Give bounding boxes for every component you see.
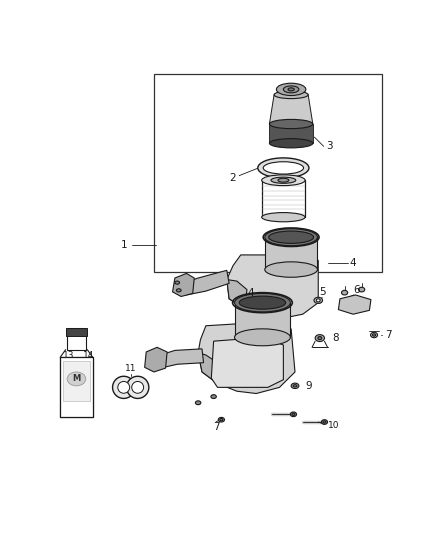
Text: 13: 13 — [63, 351, 74, 360]
Bar — [63, 361, 90, 401]
Text: 5: 5 — [319, 287, 325, 297]
Text: M: M — [72, 374, 81, 383]
Ellipse shape — [290, 412, 297, 417]
Polygon shape — [198, 322, 295, 393]
Polygon shape — [155, 349, 204, 369]
Ellipse shape — [288, 88, 294, 91]
Ellipse shape — [263, 161, 304, 174]
Ellipse shape — [283, 86, 299, 93]
Ellipse shape — [177, 289, 181, 292]
Ellipse shape — [175, 281, 180, 284]
Ellipse shape — [342, 290, 348, 295]
Text: 1: 1 — [121, 240, 128, 250]
Text: 7: 7 — [212, 422, 219, 432]
Ellipse shape — [113, 376, 135, 399]
Polygon shape — [339, 295, 371, 314]
Ellipse shape — [276, 83, 306, 95]
Ellipse shape — [265, 262, 318, 277]
Ellipse shape — [359, 287, 365, 292]
Text: 10: 10 — [328, 422, 339, 430]
Polygon shape — [145, 348, 167, 372]
Ellipse shape — [315, 335, 325, 342]
Ellipse shape — [261, 213, 305, 222]
Text: 9: 9 — [306, 381, 312, 391]
Ellipse shape — [261, 175, 305, 185]
Ellipse shape — [321, 419, 328, 424]
Text: 2: 2 — [230, 173, 237, 183]
Ellipse shape — [235, 294, 290, 312]
Text: 8: 8 — [332, 333, 339, 343]
Ellipse shape — [195, 401, 201, 405]
Ellipse shape — [371, 332, 378, 338]
Ellipse shape — [218, 417, 224, 422]
Polygon shape — [60, 357, 93, 417]
Text: 6: 6 — [354, 285, 360, 295]
Polygon shape — [211, 337, 283, 387]
Ellipse shape — [293, 385, 297, 387]
Text: 4: 4 — [350, 257, 357, 268]
Polygon shape — [60, 390, 93, 417]
Ellipse shape — [316, 299, 320, 302]
Ellipse shape — [291, 383, 299, 389]
Polygon shape — [173, 273, 194, 296]
Polygon shape — [60, 357, 93, 390]
Ellipse shape — [127, 376, 149, 399]
Text: 7: 7 — [385, 330, 391, 340]
Ellipse shape — [67, 372, 86, 386]
Bar — [154, 74, 382, 272]
Ellipse shape — [211, 394, 216, 399]
Ellipse shape — [314, 297, 322, 303]
Text: 3: 3 — [327, 141, 333, 151]
Polygon shape — [198, 353, 220, 384]
Text: 14: 14 — [83, 351, 95, 360]
Ellipse shape — [132, 382, 144, 393]
Ellipse shape — [372, 334, 376, 336]
Bar — [66, 328, 87, 336]
Ellipse shape — [118, 382, 130, 393]
Ellipse shape — [235, 329, 290, 346]
Ellipse shape — [220, 418, 223, 421]
Text: 11: 11 — [125, 364, 137, 373]
Polygon shape — [269, 95, 313, 124]
Ellipse shape — [274, 91, 308, 99]
Text: 4: 4 — [247, 288, 254, 298]
Ellipse shape — [278, 179, 289, 182]
Polygon shape — [235, 303, 290, 337]
Polygon shape — [183, 270, 229, 295]
Polygon shape — [241, 303, 283, 332]
Ellipse shape — [318, 336, 322, 340]
Ellipse shape — [271, 177, 296, 183]
Ellipse shape — [258, 158, 309, 178]
Polygon shape — [227, 280, 247, 309]
Polygon shape — [227, 255, 318, 318]
Ellipse shape — [269, 139, 313, 148]
Polygon shape — [265, 237, 318, 270]
Bar — [67, 334, 86, 350]
Ellipse shape — [265, 229, 318, 246]
Ellipse shape — [323, 421, 326, 423]
Ellipse shape — [269, 119, 313, 128]
Ellipse shape — [292, 413, 295, 415]
Ellipse shape — [268, 231, 314, 244]
Ellipse shape — [239, 296, 286, 309]
Polygon shape — [269, 124, 313, 143]
